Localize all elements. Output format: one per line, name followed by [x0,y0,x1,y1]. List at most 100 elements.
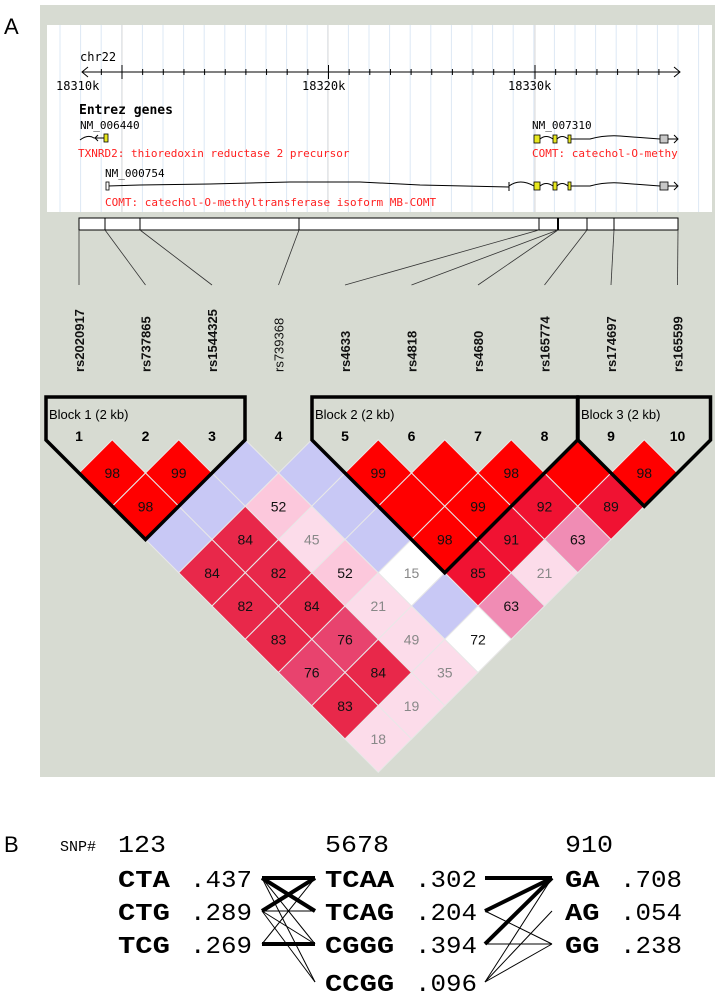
gene-desc-txnrd2: TXNRD2: thioredoxin reductase 2 precurso… [78,147,350,160]
gene-id-nm000754: NM_000754 [105,167,165,180]
snp-number: 4 [275,428,283,444]
gene-id-nm007310: NM_007310 [532,119,592,132]
exon [567,134,572,144]
snp-number: 3 [208,428,216,444]
coordinate-axis [81,65,681,79]
snp-number: 9 [607,428,615,444]
ld-value: 35 [437,665,453,681]
ld-value: 72 [470,631,486,647]
haplotype-frequency: .394 [415,934,477,961]
tick-label-18310k: 18310k [56,79,100,93]
snp-label-rs165774: rs165774 [538,316,553,372]
ld-value: 49 [404,631,420,647]
panel-label-b: B [4,832,19,857]
ld-cell-1-10 [344,705,413,773]
block-header: 123 [118,833,166,860]
marker-connector [104,229,146,286]
snp-label-rs174697: rs174697 [604,316,619,372]
ld-value: 83 [337,698,353,714]
tick-label-18330k: 18330k [508,79,552,93]
ld-value: 99 [370,465,386,481]
haplotype-link-thin [261,877,316,945]
snp-label-rs4680: rs4680 [471,331,486,372]
haplotype-link-thin [484,943,553,983]
ld-value: 84 [204,565,220,581]
haplotype-frequency: .437 [190,868,252,895]
haplotype-link-thick [260,876,317,913]
haplotype-link-thin [261,910,316,983]
haplotype-frequency: .238 [620,934,682,961]
ld-value: 52 [337,565,353,581]
haplotype-link-thin [484,910,553,945]
haplotype-link-thick [484,876,553,913]
ld-value: 52 [271,498,287,514]
ld-value: 84 [304,598,320,614]
ld-value: 82 [237,598,253,614]
gene-track-grid [59,25,700,212]
snp-number-label: SNP# [60,839,96,856]
marker-connector [278,229,300,286]
intron-line [539,182,661,187]
haplotype-link-thin [261,910,316,945]
snp-label-rs4818: rs4818 [405,331,420,372]
ld-value: 63 [503,598,519,614]
ld-value: 98 [437,532,453,548]
snp-label-rs737865: rs737865 [139,316,154,372]
snp-number: 8 [541,428,549,444]
exon [659,181,669,191]
block-outline-1 [44,395,247,542]
exon [533,181,541,191]
snp-number: 5 [341,428,349,444]
haplotype-frequency: .708 [620,868,682,895]
intron-line [668,181,679,191]
ld-value: 84 [237,532,253,548]
marker-map: rs2020917 rs737865 rs1544325 rs739368 rs4633… [72,217,686,372]
ld-value: 19 [404,698,420,714]
marker-connector [344,229,540,286]
haplotype: TCG [118,934,170,961]
ld-value: 18 [370,731,386,747]
snp-label-rs2020917: rs2020917 [72,309,87,372]
haplotype: TCAG [325,901,394,928]
snp-number: 7 [474,428,482,444]
haplotype: CTG [118,901,170,928]
ld-value: 91 [503,532,519,548]
intron-line [107,181,510,188]
ld-value: 82 [271,565,287,581]
marker-connector [139,229,213,286]
marker-connector [610,229,615,286]
gene-desc-comt-short: COMT: catechol-O-methy [532,147,678,160]
block-header: 5678 [325,833,389,860]
haplotype-frequency: .302 [415,868,477,895]
haplotype-link-thin [484,910,553,983]
intron-line [79,134,104,142]
gene-models [79,133,679,191]
exon [552,181,558,191]
block-label: Block 3 (2 kb) [581,407,660,422]
snp-label-rs165599: rs165599 [671,316,686,372]
snp-label-rs739368: rs739368 [272,318,287,372]
marker-connector [544,229,588,286]
snp-number: 1 [75,428,83,444]
block-outline-3 [576,395,713,509]
marker-connector [411,229,559,286]
haplotype-frequency: .289 [190,901,252,928]
ld-value: 92 [537,498,553,514]
exon [533,134,541,144]
haplotype: GG [565,934,600,961]
haplotype: TCAA [325,868,395,895]
haplotype-frequency: .204 [415,901,477,928]
exon [659,134,669,144]
ld-value: 45 [304,532,320,548]
ld-value: 99 [470,498,486,514]
snp-number: 2 [142,428,150,444]
ld-value: 89 [603,498,619,514]
haplotype: CTA [118,868,171,895]
ld-value: 84 [370,665,386,681]
gene-id-nm006440: NM_006440 [80,119,140,132]
haplotype-table: 123 CTA .437 CTG .289 TCG .269 5678 TCAA .302 TCAG… [118,833,682,995]
marker-connector [677,229,679,286]
ld-value: 15 [404,565,420,581]
exon [552,134,558,144]
